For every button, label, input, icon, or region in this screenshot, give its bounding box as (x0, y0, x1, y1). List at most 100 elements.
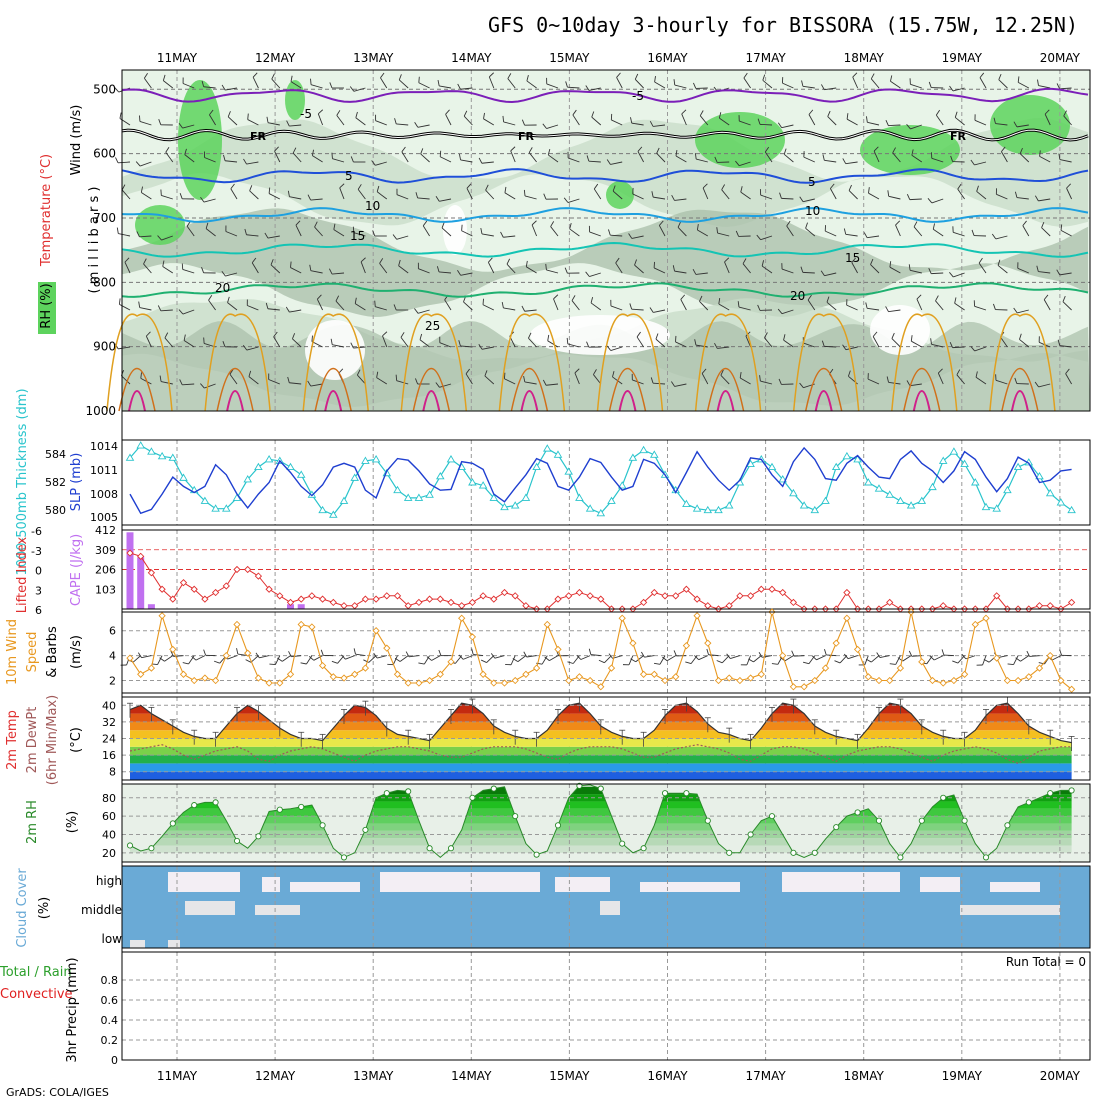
upper-wind-barb-flag (227, 111, 231, 117)
upper-wind-barb-flag (615, 257, 620, 264)
upper-wind-barb-flag (906, 124, 911, 130)
upper-wind-barb (677, 227, 687, 237)
upper-wind-barb (824, 159, 837, 163)
slp-line (129, 446, 1072, 515)
upper-wind-barb-flag (268, 187, 271, 194)
temp2m-unit: (°C) (69, 727, 84, 753)
upper-wind-barb (1038, 85, 1051, 89)
wind10-speed-marker (308, 623, 316, 631)
upper-wind-barb (1063, 115, 1072, 126)
wind10-tick: 6 (109, 625, 116, 638)
wind10-barb-flag (803, 661, 810, 665)
upper-wind-barb-flag (928, 267, 932, 274)
upper-wind-barb (996, 193, 1008, 200)
lifted-index-tick: 3 (35, 584, 42, 597)
upper-wind-barb (317, 113, 324, 126)
upper-wind-barb-flag (799, 196, 804, 202)
upper-wind-barb-flag (866, 116, 868, 123)
wind10-speed-marker (137, 670, 145, 678)
upper-wind-barb (225, 87, 238, 91)
upper-wind-barb (588, 87, 601, 91)
upper-wind-barb (357, 189, 366, 200)
thickness-marker (799, 501, 809, 509)
upper-wind-barb (743, 77, 751, 89)
upper-wind-barb-flag (335, 295, 340, 302)
wind10-barb-flag (236, 648, 239, 655)
wind10-barb (794, 655, 805, 657)
cloud-high-gap (640, 882, 740, 892)
cloud-mid-gap (960, 905, 1060, 915)
wind10-speed-marker (254, 674, 263, 682)
upper-wind-barb (616, 77, 623, 89)
upper-wind-barb-flag (457, 83, 461, 90)
upper-wind-barb (802, 271, 815, 274)
upper-wind-barb-flag (870, 73, 875, 80)
upper-wind-barb-flag (394, 118, 397, 125)
upper-wind-barb (292, 152, 302, 163)
upper-wind-barb (632, 193, 644, 200)
upper-wind-barb-flag (586, 341, 590, 348)
wind10-barb (902, 655, 912, 662)
upper-wind-barb (332, 158, 345, 163)
upper-wind-barb (1060, 229, 1072, 237)
upper-wind-barb (589, 272, 601, 277)
precip-label-a: Total / Rain (0, 965, 72, 980)
upper-wind-barb-flag (507, 73, 512, 79)
wind10-barb-flag (458, 654, 464, 660)
upper-wind-barb (466, 188, 473, 200)
boundary-layer-contour-35 (912, 390, 931, 412)
wind10-barb (730, 655, 741, 659)
upper-wind-barb (553, 298, 559, 311)
temperature-contour-label: 5 (808, 175, 816, 189)
thickness-marker (500, 502, 509, 511)
wind10-barb (708, 654, 719, 657)
upper-wind-barb-flag (420, 148, 424, 155)
upper-wind-barb-flag (200, 383, 205, 389)
upper-wind-barb (612, 190, 623, 200)
rh2m-marker (747, 831, 754, 838)
upper-wind-barb (954, 117, 965, 126)
thickness-marker (789, 488, 798, 497)
wind10-barb-flag (654, 662, 661, 665)
temp2m-tick: 32 (102, 716, 116, 729)
precip-tick: 0 (111, 1054, 118, 1067)
upper-wind-barb-flag (821, 340, 825, 347)
rh2m-marker (661, 790, 669, 797)
upper-wind-barb-flag (585, 85, 590, 91)
wind10-barb-flag (576, 654, 582, 660)
wind10-speed-marker (169, 645, 177, 654)
upper-wind-barb-flag (827, 110, 831, 117)
upper-wind-barb (674, 383, 687, 387)
boundary-layer-contour-30 (118, 367, 156, 412)
upper-wind-barb-flag (820, 270, 825, 276)
upper-wind-barb-flag (157, 305, 162, 312)
upper-wind-barb-flag (783, 334, 786, 341)
upper-wind-barb-flag (761, 260, 765, 267)
upper-wind-barb-flag (716, 227, 719, 234)
upper-wind-barb (675, 341, 687, 348)
temperature-contour-label: 10 (805, 204, 820, 218)
upper-wind-barb-flag (724, 257, 730, 263)
upper-wind-barb-flag (865, 302, 868, 309)
upper-wind-barb (246, 346, 259, 351)
upper-wind-barb (503, 121, 516, 126)
upper-wind-barb-flag (398, 74, 402, 81)
temperature-contour (121, 168, 1089, 184)
wind10-barb-flag (685, 661, 692, 665)
upper-wind-barb-flag (247, 113, 249, 120)
cape-bar (126, 532, 134, 609)
upper-wind-barb (463, 301, 473, 311)
rh-low-patch (530, 315, 670, 355)
wind10-barb (549, 655, 559, 662)
upper-wind-barb (182, 383, 195, 386)
upper-wind-barb (204, 157, 216, 163)
upper-wind-barb (913, 226, 923, 237)
wind10-speed-marker (447, 658, 455, 666)
thickness-axis-label: 1000-500mb Thickness (dm) (15, 388, 30, 575)
upper-wind-barb (401, 151, 409, 163)
thickness-marker (296, 470, 306, 478)
thickness-marker (1003, 485, 1012, 494)
upper-wind-barb-flag (115, 157, 119, 164)
wind10-barb (227, 655, 238, 660)
rh2m-band (130, 838, 1072, 846)
